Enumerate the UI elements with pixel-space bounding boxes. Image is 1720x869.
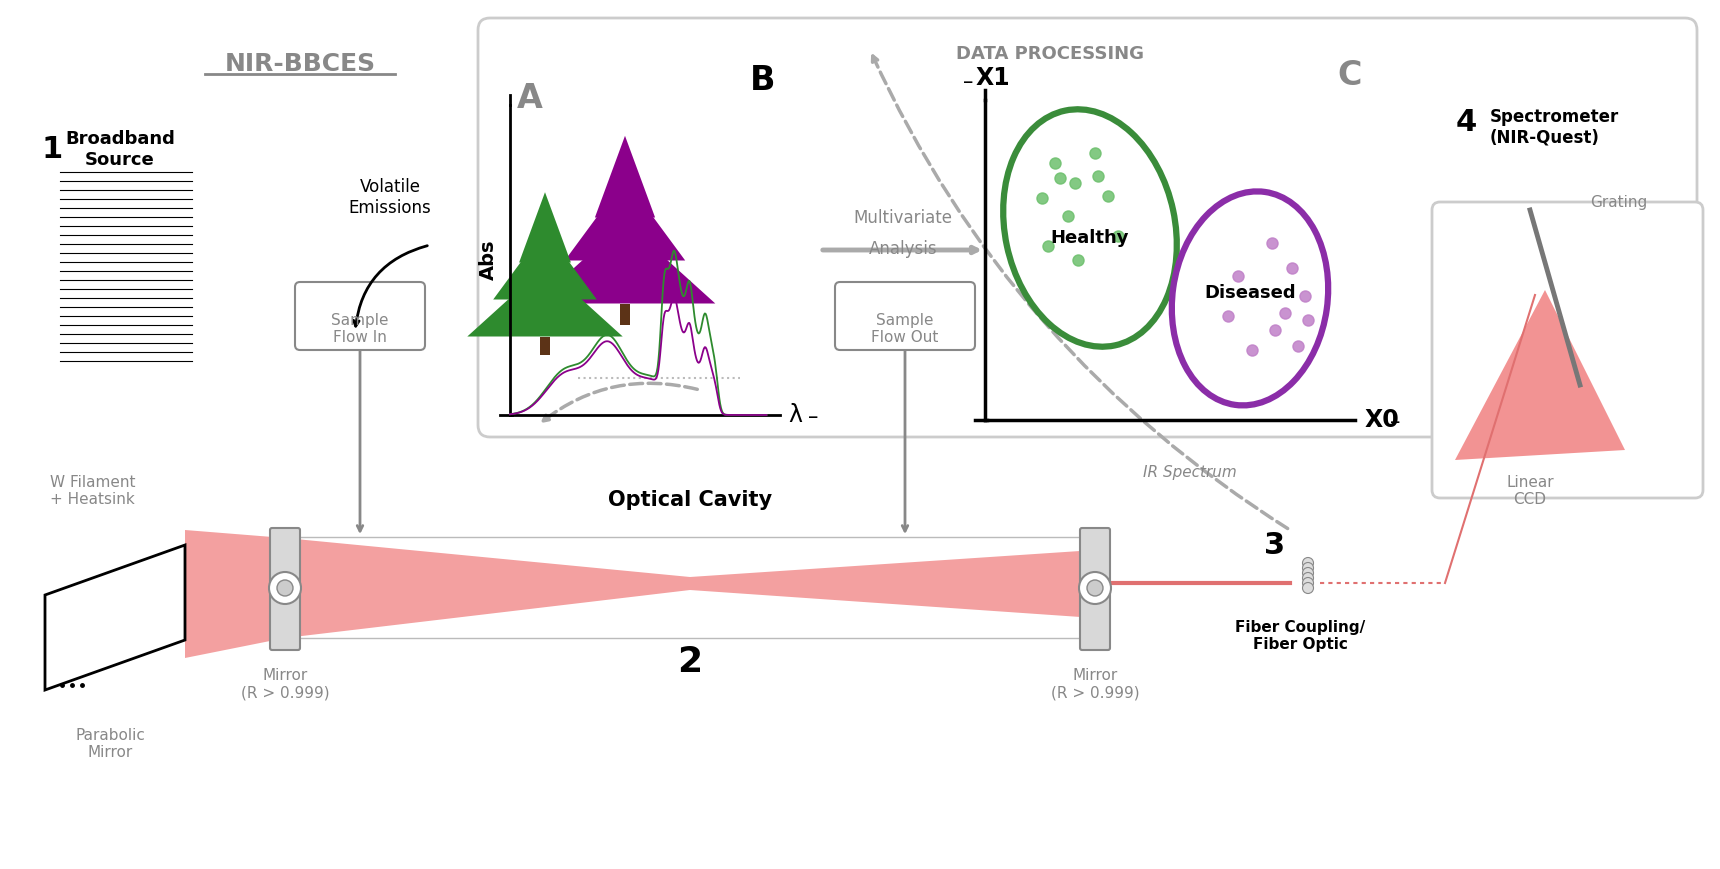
Text: B: B — [750, 64, 776, 97]
Text: Optical Cavity: Optical Cavity — [607, 490, 772, 510]
Polygon shape — [595, 136, 655, 217]
Circle shape — [1302, 562, 1314, 574]
Text: Sample
Flow Out: Sample Flow Out — [872, 313, 939, 345]
Text: Linear
CCD: Linear CCD — [1507, 475, 1553, 507]
Text: λ: λ — [788, 403, 802, 427]
Text: 3: 3 — [1264, 531, 1285, 560]
Circle shape — [1078, 572, 1111, 604]
Text: Sample
Flow In: Sample Flow In — [332, 313, 389, 345]
Text: Multivariate: Multivariate — [853, 209, 953, 227]
Text: 2: 2 — [678, 645, 702, 679]
Text: IR Spectrum: IR Spectrum — [1144, 465, 1237, 480]
FancyBboxPatch shape — [1433, 202, 1703, 498]
Polygon shape — [186, 530, 286, 658]
FancyBboxPatch shape — [1080, 528, 1109, 650]
Text: Parabolic
Mirror: Parabolic Mirror — [76, 728, 144, 760]
Circle shape — [1302, 558, 1314, 568]
Circle shape — [1302, 567, 1314, 579]
Text: C: C — [1338, 59, 1362, 92]
Text: –: – — [808, 407, 819, 427]
Text: Analysis: Analysis — [869, 240, 937, 258]
FancyBboxPatch shape — [478, 18, 1698, 437]
Polygon shape — [494, 229, 597, 300]
Text: Healthy: Healthy — [1051, 229, 1130, 247]
Circle shape — [268, 572, 301, 604]
Polygon shape — [519, 192, 571, 262]
Text: Broadband
Source: Broadband Source — [65, 130, 175, 169]
Text: Volatile
Emissions: Volatile Emissions — [349, 178, 432, 216]
Circle shape — [1302, 582, 1314, 594]
FancyBboxPatch shape — [296, 282, 425, 350]
Polygon shape — [535, 222, 716, 303]
Polygon shape — [564, 179, 685, 261]
Polygon shape — [1455, 290, 1625, 460]
Text: Grating: Grating — [1589, 195, 1648, 210]
Circle shape — [277, 580, 292, 596]
Text: X1: X1 — [975, 66, 1010, 90]
Text: Mirror
(R > 0.999): Mirror (R > 0.999) — [241, 668, 329, 700]
Text: Fiber Coupling/
Fiber Optic: Fiber Coupling/ Fiber Optic — [1235, 620, 1366, 653]
Text: –: – — [963, 72, 974, 92]
Circle shape — [1302, 573, 1314, 583]
Text: Diseased: Diseased — [1204, 284, 1295, 302]
FancyBboxPatch shape — [834, 282, 975, 350]
Text: X0: X0 — [1366, 408, 1400, 432]
Ellipse shape — [1003, 109, 1176, 347]
Text: Spectrometer
(NIR-Quest): Spectrometer (NIR-Quest) — [1490, 108, 1619, 147]
Text: –: – — [1390, 412, 1400, 432]
Text: W Filament
+ Heatsink: W Filament + Heatsink — [50, 475, 136, 507]
FancyBboxPatch shape — [270, 528, 299, 650]
Text: Mirror
(R > 0.999): Mirror (R > 0.999) — [1051, 668, 1139, 700]
Text: A: A — [518, 82, 544, 115]
Ellipse shape — [1171, 191, 1328, 406]
Text: NIR-BBCES: NIR-BBCES — [224, 52, 375, 76]
Polygon shape — [540, 336, 550, 355]
Polygon shape — [45, 545, 186, 690]
Circle shape — [1087, 580, 1103, 596]
Polygon shape — [619, 303, 630, 325]
Circle shape — [1302, 578, 1314, 588]
Text: 4: 4 — [1457, 108, 1477, 137]
Polygon shape — [468, 266, 623, 336]
Text: 1: 1 — [41, 135, 62, 164]
Polygon shape — [286, 538, 1096, 638]
Text: Abs: Abs — [478, 240, 499, 280]
Text: DATA PROCESSING: DATA PROCESSING — [956, 45, 1144, 63]
